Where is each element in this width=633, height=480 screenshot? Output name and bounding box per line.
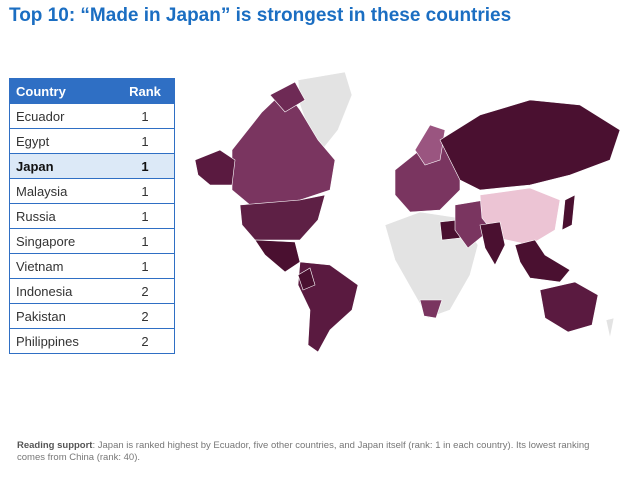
country-cell: Japan <box>9 153 116 179</box>
russia <box>439 99 621 191</box>
table-row: Russia 1 <box>9 203 175 229</box>
table-row: Pakistan 2 <box>9 303 175 329</box>
table-row: Egypt 1 <box>9 128 175 154</box>
rank-cell: 1 <box>116 228 175 254</box>
usa <box>239 194 326 241</box>
rank-cell: 1 <box>116 103 175 129</box>
note-label: Reading support <box>17 440 93 451</box>
table-row: Indonesia 2 <box>9 278 175 304</box>
rank-table: Country Rank Ecuador 1 Egypt 1 Japan 1 Malaysi… <box>9 78 175 354</box>
ecuador-area <box>297 267 316 291</box>
south-africa <box>419 299 443 319</box>
country-cell: Indonesia <box>9 278 116 304</box>
note-text: : Japan is ranked highest by Ecuador, fi… <box>17 440 590 463</box>
country-cell: Russia <box>9 203 116 229</box>
southeast-asia <box>514 239 571 283</box>
rank-cell: 1 <box>116 153 175 179</box>
arctic-islands <box>269 81 306 113</box>
country-cell: Pakistan <box>9 303 116 329</box>
table-body: Ecuador 1 Egypt 1 Japan 1 Malaysia 1 Russia 1 Sing… <box>9 103 175 354</box>
country-cell: Malaysia <box>9 178 116 204</box>
alaska <box>194 149 236 186</box>
rank-cell: 1 <box>116 253 175 279</box>
reading-support: Reading support: Japan is ranked highest… <box>17 440 617 464</box>
mexico <box>254 239 301 273</box>
japan <box>561 194 576 231</box>
rank-cell: 2 <box>116 303 175 329</box>
table-row: Philippines 2 <box>9 328 175 354</box>
header-cell: Country <box>9 78 116 104</box>
australia <box>539 281 599 333</box>
country-cell: Singapore <box>9 228 116 254</box>
country-cell: Ecuador <box>9 103 116 129</box>
india <box>479 221 506 266</box>
table-row: Malaysia 1 <box>9 178 175 204</box>
world-map <box>194 71 621 353</box>
country-cell: Egypt <box>9 128 116 154</box>
table-row: Japan 1 <box>9 153 175 179</box>
rank-cell: 1 <box>116 178 175 204</box>
header-row: Country Rank <box>9 78 175 104</box>
rank-cell: 1 <box>116 203 175 229</box>
country-cell: Vietnam <box>9 253 116 279</box>
country-cell: Philippines <box>9 328 116 354</box>
rank-cell: 2 <box>116 328 175 354</box>
table-row: Vietnam 1 <box>9 253 175 279</box>
rank-cell: 2 <box>116 278 175 304</box>
header-cell: Rank <box>116 78 175 104</box>
new-zealand <box>605 317 615 339</box>
title: Top 10: “Made in Japan” is strongest in … <box>9 5 512 26</box>
table-row: Singapore 1 <box>9 228 175 254</box>
table-row: Ecuador 1 <box>9 103 175 129</box>
rank-cell: 1 <box>116 128 175 154</box>
